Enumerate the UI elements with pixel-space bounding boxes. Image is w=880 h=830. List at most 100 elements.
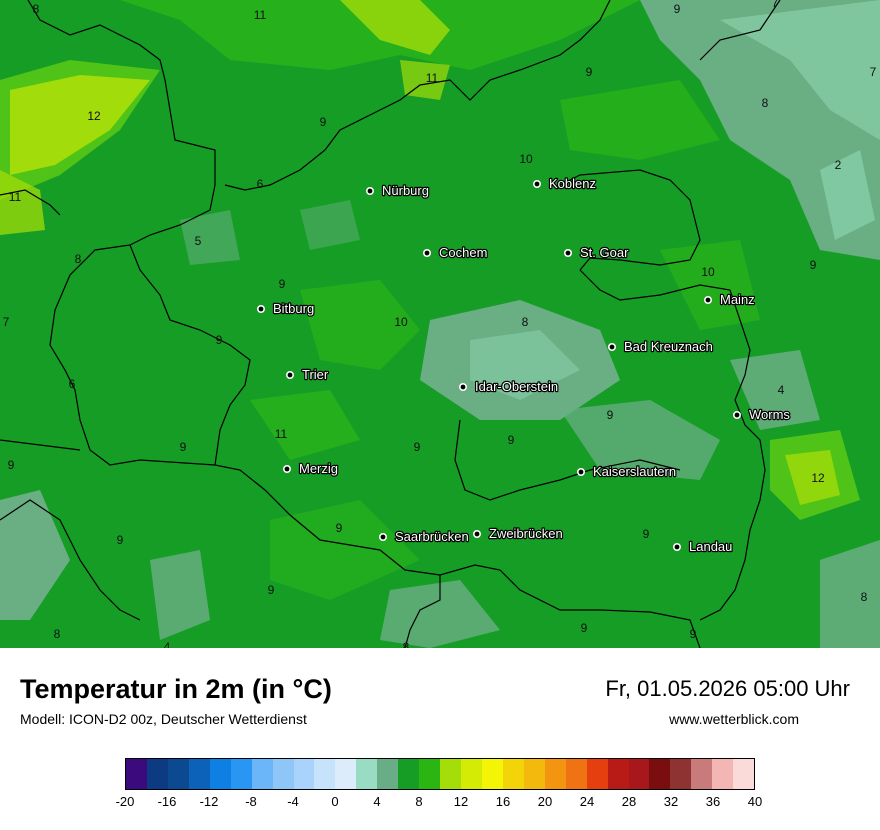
isoline-label: 9	[607, 408, 614, 422]
color-scale-tick-label: 8	[415, 794, 423, 809]
color-scale-tick-label: 40	[747, 794, 763, 809]
color-scale-swatch	[502, 759, 524, 789]
isoline-labels: 8 11 9 7 9 11 7 12 9 8 10 2 11 6 5 8 9 9 10 7 10 8 9 6 4 9 11 9 9 9 9 1…	[3, 0, 877, 648]
isoline-label: 11	[275, 427, 288, 441]
city-label: Landau	[689, 539, 732, 554]
color-scale-tick-label: 32	[663, 794, 679, 809]
city-dot	[672, 542, 681, 551]
city-marker: Cochem	[422, 244, 489, 261]
city-markers: Nürburg Koblenz Cochem St. Goar Bitburg Mainz…	[256, 175, 792, 555]
city-dot	[563, 249, 572, 258]
city-marker: Idar-Oberstein	[458, 378, 559, 395]
city-label: Saarbrücken	[395, 529, 469, 544]
color-scale-swatch	[398, 759, 420, 789]
color-scale-tick-label: 28	[621, 794, 637, 809]
isoline-label: 8	[33, 2, 40, 16]
isoline-label: 8	[861, 590, 868, 604]
color-scale-tick-label: 12	[453, 794, 469, 809]
isoline-label: 7	[3, 315, 10, 329]
color-scale-swatch	[461, 759, 482, 789]
city-label: Koblenz	[549, 176, 596, 191]
color-scale-swatch	[188, 759, 210, 789]
city-dot	[607, 342, 616, 351]
isoline-label: 10	[701, 265, 715, 279]
city-marker: St. Goar	[563, 244, 630, 261]
isoline-label: 4	[164, 640, 171, 648]
isoline-label: 8	[522, 315, 529, 329]
map-title: Temperatur in 2m (in °C)	[20, 674, 332, 704]
color-scale-swatch	[712, 759, 734, 789]
city-marker: Worms	[732, 406, 792, 423]
city-dot	[365, 187, 374, 196]
city-marker: Landau	[672, 538, 734, 555]
model-info: Modell: ICON-D2 00z, Deutscher Wetterdie…	[20, 711, 307, 727]
isoline-label: 9	[586, 65, 593, 79]
city-dot	[285, 370, 294, 379]
city-marker: Nürburg	[365, 182, 430, 199]
color-scale-tick-label: 0	[331, 794, 339, 809]
city-marker: Merzig	[282, 460, 339, 477]
isoline-label: 9	[690, 627, 697, 641]
color-scale-tick-label: -20	[115, 794, 135, 809]
color-scale-swatch	[230, 759, 252, 789]
isoline-label: 9	[216, 333, 223, 347]
color-scale-swatch	[544, 759, 566, 789]
color-scale-swatch	[523, 759, 545, 789]
city-label: Merzig	[299, 461, 338, 476]
color-scale-swatch	[649, 759, 671, 789]
isoline-label: 8	[54, 627, 61, 641]
color-scale-swatch	[733, 759, 755, 789]
isoline-label: 9	[180, 440, 187, 454]
city-dot	[576, 467, 585, 476]
warm-regions	[0, 0, 860, 600]
isoline-label: 9	[674, 2, 681, 16]
city-marker: Bad Kreuznach	[607, 338, 714, 355]
city-marker: Trier	[285, 366, 330, 383]
city-dot	[532, 180, 541, 189]
isoline-label: 10	[394, 315, 408, 329]
isoline-label: 11	[426, 71, 439, 85]
color-scale-swatch	[251, 759, 273, 789]
city-dot	[282, 464, 291, 473]
city-marker: Saarbrücken	[378, 528, 470, 545]
color-scale-swatch	[167, 759, 189, 789]
isoline-label: 9	[8, 458, 15, 472]
color-scale-bar	[125, 758, 755, 790]
color-scale-swatch	[670, 759, 692, 789]
city-label: Trier	[302, 367, 329, 382]
color-scale-swatch	[146, 759, 168, 789]
color-scale-tick-label: 4	[373, 794, 381, 809]
isoline-label: 2	[835, 158, 842, 172]
forecast-datetime: Fr, 01.05.2026 05:00 Uhr	[605, 676, 850, 701]
isoline-label: 12	[811, 471, 825, 485]
color-scale-swatch	[293, 759, 315, 789]
footer: Temperatur in 2m (in °C) Modell: ICON-D2…	[0, 648, 880, 830]
isoline-label: 7	[772, 0, 779, 10]
city-marker: Mainz	[703, 291, 756, 308]
isoline-label: 12	[87, 109, 101, 123]
city-marker: Koblenz	[532, 175, 597, 192]
color-scale-swatch	[440, 759, 461, 789]
city-marker: Bitburg	[256, 300, 315, 317]
city-label: Mainz	[720, 292, 755, 307]
color-scale-swatch	[607, 759, 629, 789]
color-scale-swatch	[628, 759, 650, 789]
city-dot	[472, 529, 481, 538]
city-label: Nürburg	[382, 183, 429, 198]
isoline-label: 11	[9, 190, 22, 204]
color-scale-swatch	[356, 759, 378, 789]
city-dot	[422, 249, 431, 258]
city-dot	[378, 532, 387, 541]
border-lines	[0, 0, 781, 648]
city-label: Kaiserslautern	[593, 464, 676, 479]
city-dot	[703, 295, 712, 304]
city-label: Zweibrücken	[489, 526, 563, 541]
color-scale-tick-label: 24	[579, 794, 595, 809]
color-scale-swatch	[377, 759, 399, 789]
isoline-label: 9	[117, 533, 124, 547]
isoline-label: 9	[268, 583, 275, 597]
isoline-label: 10	[519, 152, 533, 166]
city-dot	[732, 410, 741, 419]
website-link[interactable]: www.wetterblick.com	[669, 711, 799, 727]
isoline-label: 7	[870, 65, 877, 79]
